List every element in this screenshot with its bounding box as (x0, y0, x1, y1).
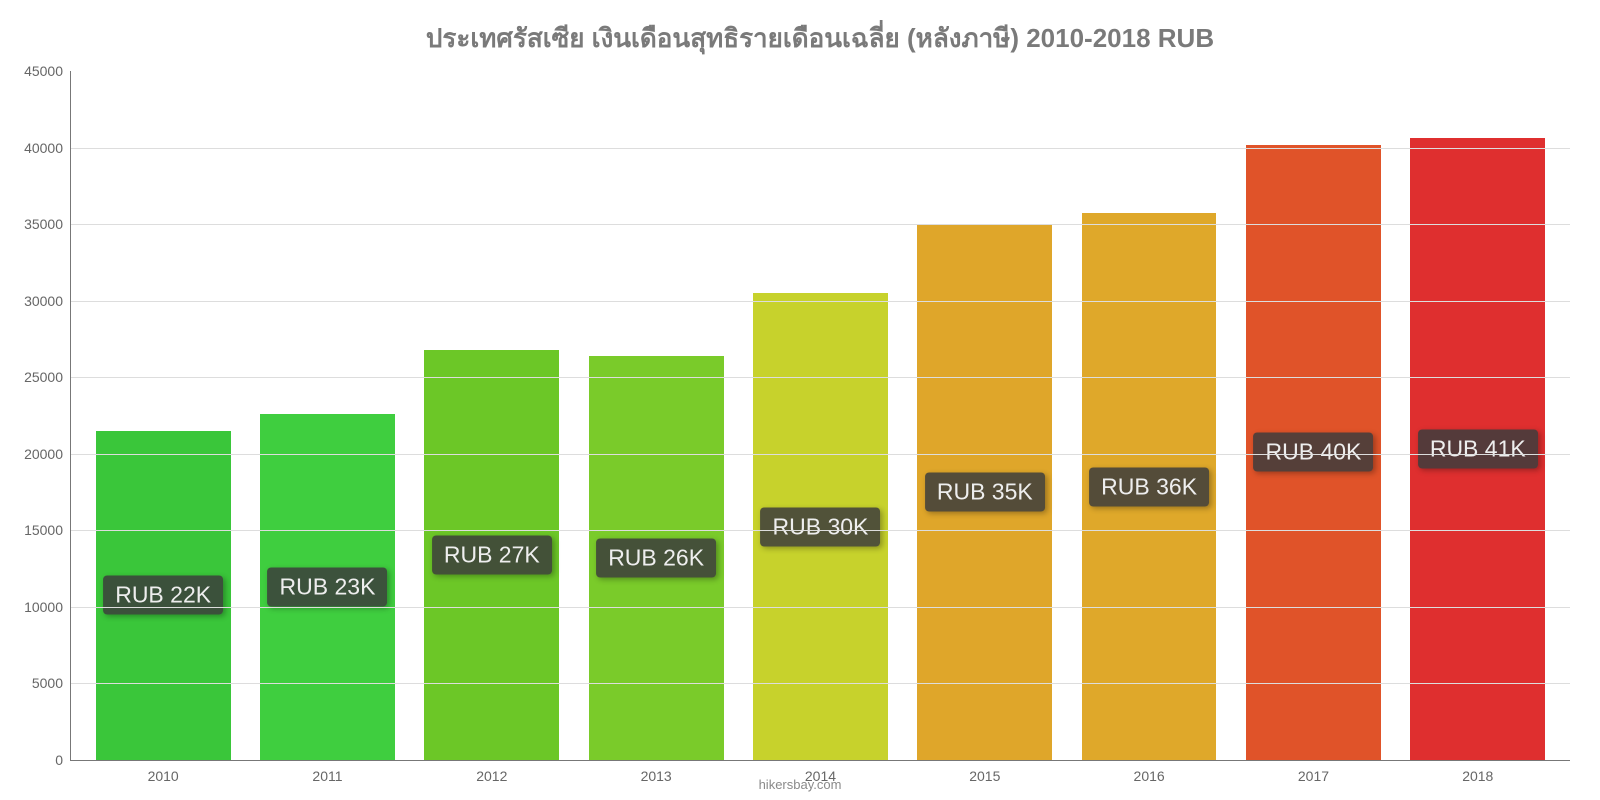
y-tick-label: 5000 (32, 675, 71, 691)
x-tick-label: 2012 (476, 760, 507, 784)
bar-slot: RUB 30K2014 (738, 71, 902, 760)
bar-slot: RUB 40K2017 (1231, 71, 1395, 760)
bar-value-label: RUB 36K (1089, 467, 1209, 506)
x-tick-label: 2013 (641, 760, 672, 784)
bar: RUB 41K (1410, 138, 1545, 760)
x-tick-label: 2018 (1462, 760, 1493, 784)
gridline (71, 530, 1570, 531)
gridline (71, 607, 1570, 608)
plot-area: RUB 22K2010RUB 23K2011RUB 27K2012RUB 26K… (70, 71, 1570, 761)
bar-value-label: RUB 35K (925, 473, 1045, 512)
y-tick-label: 40000 (24, 140, 71, 156)
gridline (71, 683, 1570, 684)
x-tick-label: 2015 (969, 760, 1000, 784)
chart-container: ประเทศรัสเซีย เงินเดือนสุทธิรายเดือนเฉลี… (0, 0, 1600, 800)
gridline (71, 224, 1570, 225)
gridline (71, 148, 1570, 149)
y-tick-label: 30000 (24, 293, 71, 309)
gridline (71, 454, 1570, 455)
x-tick-label: 2017 (1298, 760, 1329, 784)
bar-slot: RUB 27K2012 (410, 71, 574, 760)
bar-value-label: RUB 27K (432, 535, 552, 574)
x-tick-label: 2010 (148, 760, 179, 784)
bar: RUB 27K (424, 350, 559, 760)
bar: RUB 23K (260, 414, 395, 760)
y-tick-label: 20000 (24, 446, 71, 462)
bar-value-label: RUB 40K (1254, 433, 1374, 472)
bar: RUB 40K (1246, 145, 1381, 761)
bar-slot: RUB 23K2011 (245, 71, 409, 760)
bar-slot: RUB 36K2016 (1067, 71, 1231, 760)
y-tick-label: 15000 (24, 522, 71, 538)
gridline (71, 301, 1570, 302)
bar: RUB 26K (589, 356, 724, 760)
bar-value-label: RUB 30K (761, 507, 881, 546)
bar-slot: RUB 22K2010 (81, 71, 245, 760)
bar: RUB 35K (917, 224, 1052, 760)
y-tick-label: 25000 (24, 369, 71, 385)
x-tick-label: 2011 (312, 760, 342, 784)
y-tick-label: 35000 (24, 216, 71, 232)
gridline (71, 377, 1570, 378)
bars-region: RUB 22K2010RUB 23K2011RUB 27K2012RUB 26K… (71, 71, 1570, 760)
x-tick-label: 2016 (1134, 760, 1165, 784)
bar-slot: RUB 35K2015 (903, 71, 1067, 760)
y-tick-label: 0 (55, 752, 71, 768)
bar-value-label: RUB 22K (103, 576, 223, 615)
bar-slot: RUB 26K2013 (574, 71, 738, 760)
chart-title: ประเทศรัสเซีย เงินเดือนสุทธิรายเดือนเฉลี… (70, 18, 1570, 59)
bar: RUB 36K (1082, 213, 1217, 760)
y-tick-label: 10000 (24, 599, 71, 615)
bar: RUB 30K (753, 293, 888, 760)
bar: RUB 22K (96, 431, 231, 760)
bar-value-label: RUB 26K (596, 538, 716, 577)
attribution: hikersbay.com (759, 777, 842, 792)
bar-slot: RUB 41K2018 (1396, 71, 1560, 760)
y-tick-label: 45000 (24, 63, 71, 79)
bar-value-label: RUB 23K (268, 567, 388, 606)
bar-value-label: RUB 41K (1418, 430, 1538, 469)
